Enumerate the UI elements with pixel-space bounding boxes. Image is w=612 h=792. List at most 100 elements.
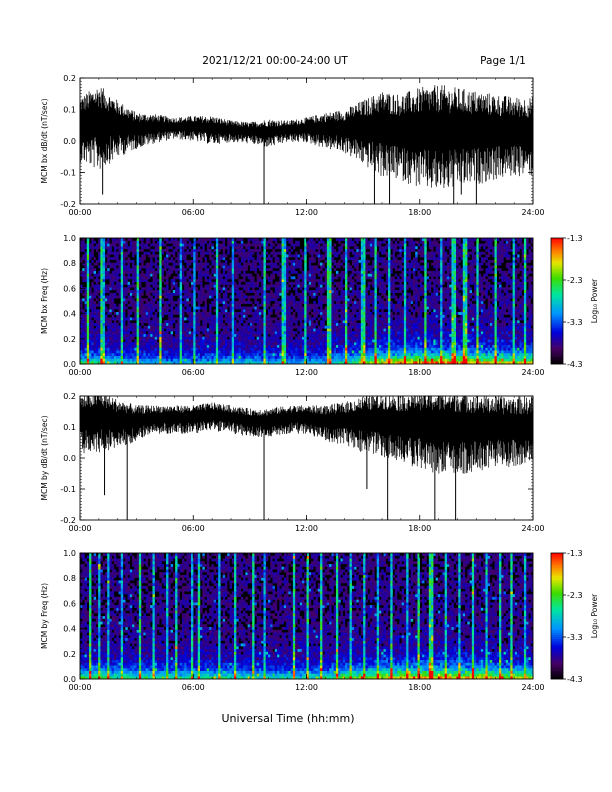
spectrogram-cell (82, 262, 85, 266)
spectrogram-cell (292, 342, 296, 346)
spectrogram-cell (118, 342, 121, 346)
spectrogram-cell (243, 331, 246, 335)
spectrogram-cell (118, 243, 121, 247)
spectrogram-cell (279, 306, 282, 310)
spectrogram-cell (295, 284, 298, 288)
spectrogram-cell (138, 284, 142, 288)
spectrogram-cell (231, 265, 235, 269)
spectrogram-cell (335, 273, 339, 277)
spectrogram-cell (166, 339, 169, 343)
spectrogram-cell (177, 331, 180, 335)
spectrogram-cell (111, 273, 115, 277)
spectrogram-cell (292, 254, 296, 258)
spectrogram-cell (113, 344, 117, 348)
spectrogram-cell (238, 328, 242, 332)
spectrogram-cell (145, 240, 149, 244)
spectrogram-cell (272, 342, 275, 346)
spectrogram-cell (100, 251, 103, 255)
spectrogram-cell (265, 353, 269, 356)
spectrogram-cell (200, 257, 203, 261)
spectrogram-cell (263, 336, 266, 340)
spectrogram-cell (82, 243, 85, 247)
spectrogram-cell (231, 259, 235, 263)
spectrogram-cell (136, 317, 140, 321)
spectrogram-cell (229, 290, 232, 293)
spectrogram-cell (166, 270, 169, 274)
spectrogram-cell (118, 311, 121, 315)
spectrogram-cell (163, 347, 167, 351)
spectrogram-cell (311, 358, 314, 362)
spectrogram-cell (326, 284, 330, 288)
spectrogram-cell (270, 240, 273, 244)
spectrogram-cell (188, 317, 192, 321)
spectrogram-cell (116, 347, 119, 351)
spectrogram-cell (333, 325, 337, 329)
spectrogram-cell (138, 248, 142, 252)
spectrogram-cell (311, 281, 314, 285)
spectrogram-cell (263, 268, 266, 272)
spectrogram-cell (270, 336, 273, 340)
spectrogram-cell (238, 317, 242, 321)
spectrogram-cell (268, 287, 271, 291)
spectrogram-cell (354, 270, 357, 274)
spectrogram-cell (354, 281, 357, 285)
spectrogram-cell (184, 298, 187, 302)
spectrogram-cell (283, 259, 287, 263)
spectrogram-cell (111, 328, 115, 332)
spectrogram-cell (111, 314, 115, 318)
spectrogram-cell (127, 322, 131, 326)
spectrogram-cell (136, 328, 140, 332)
spectrogram-cell (340, 273, 343, 277)
spectrogram-cell (202, 273, 205, 277)
spectrogram-cell (166, 281, 169, 285)
spectrogram-cell (265, 331, 269, 335)
spectrogram-cell (186, 303, 189, 307)
spectrogram-cell (234, 331, 237, 335)
spectrogram-cell (281, 270, 285, 274)
spectrogram-cell (342, 284, 346, 288)
spectrogram-cell (80, 355, 83, 359)
spectrogram-cell (295, 358, 298, 362)
spectrogram-cell (136, 257, 140, 261)
spectrogram-cell (157, 322, 160, 326)
spectrogram-cell (335, 311, 339, 315)
spectrogram-cell (109, 322, 112, 326)
spectrogram-cell (245, 358, 248, 362)
spectrogram-cell (338, 361, 341, 365)
spectrogram-cell (320, 254, 323, 258)
spectrogram-cell (222, 328, 226, 332)
spectrogram-cell (170, 287, 174, 291)
spectrogram-cell (113, 325, 117, 329)
spectrogram-cell (120, 331, 124, 335)
spectrogram-cell (95, 298, 99, 302)
spectrogram-cell (91, 311, 94, 315)
spectrogram-cell (91, 301, 94, 304)
spectrogram-cell (326, 353, 330, 356)
spectrogram-cell (93, 295, 97, 299)
spectrogram-cell (261, 268, 264, 272)
spectrogram-cell (322, 262, 325, 266)
spectrogram-cell (186, 276, 189, 280)
spectrogram-cell (98, 238, 101, 241)
spectrogram-cell (288, 350, 291, 354)
spectrogram-cell (168, 325, 171, 329)
spectrogram-cell (206, 246, 210, 250)
spectrogram-cell (204, 240, 208, 244)
spectrogram-cell (220, 355, 223, 359)
spectrogram-cell (204, 333, 208, 337)
spectrogram-cell (104, 290, 108, 293)
spectrogram-cell (252, 311, 255, 315)
spectrogram-cell (268, 292, 271, 296)
spectrogram-cell (356, 279, 359, 283)
spectrogram-cell (102, 317, 106, 321)
spectrogram-cell (118, 358, 121, 362)
spectrogram-cell (295, 336, 298, 340)
spectrogram-cell (213, 317, 217, 321)
spectrogram-cell (179, 301, 183, 304)
spectrogram-cell (177, 262, 180, 266)
spectrogram-cell (138, 361, 142, 365)
spectrogram-cell (80, 284, 83, 288)
spectrogram-cell (163, 353, 167, 356)
spectrogram-cell (143, 257, 146, 261)
spectrogram-cell (272, 353, 275, 356)
